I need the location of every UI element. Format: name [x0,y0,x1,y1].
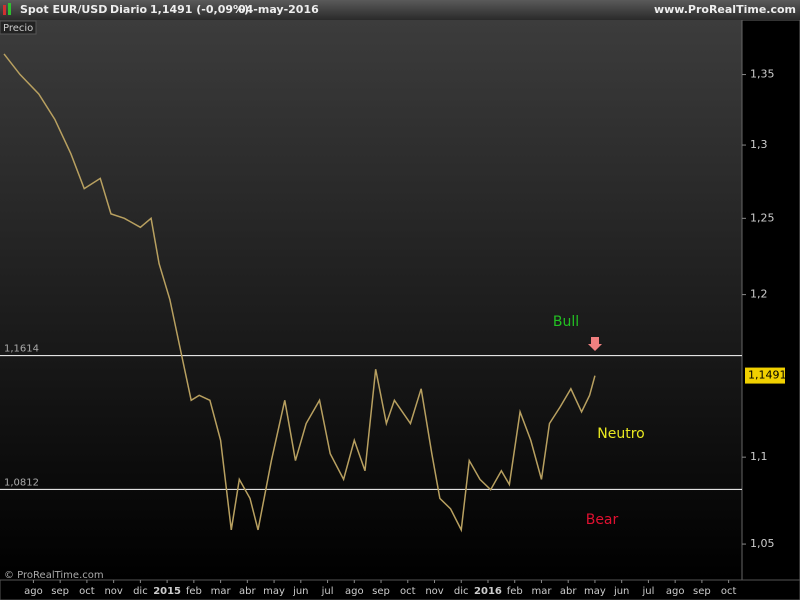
x-tick-label: feb [507,586,523,597]
icon [8,3,11,15]
x-tick-label: mar [211,586,232,597]
annotation: Bear [586,512,619,528]
level-label: 1,0812 [4,477,39,488]
header-bar [0,0,800,20]
panel-label-box [0,20,37,35]
y-tick-label: 1,3 [750,138,768,151]
y-tick-label: 1,25 [750,211,775,224]
x-tick-label: jul [321,586,334,597]
x-tick-label: may [584,586,606,597]
y-tick-label: 1,35 [750,68,775,81]
x-tick-label: sep [372,586,390,597]
x-tick-label: abr [560,586,577,597]
y-axis-panel [741,19,800,581]
x-tick-label: 2015 [153,586,181,597]
y-tick-label: 1,2 [750,288,768,301]
x-axis-panel [0,579,800,600]
last-price-label: 1,1491 [748,369,787,382]
icon [3,5,6,15]
x-tick-label: sep [51,586,69,597]
y-tick-label: 1,05 [750,537,775,550]
x-tick-label: mar [531,586,552,597]
x-tick-label: 2016 [474,586,502,597]
annotation: Bull [553,314,579,330]
x-tick-label: ago [345,586,364,597]
x-tick-label: ago [666,586,685,597]
change: 1,1491 (-0,09%) [150,3,249,16]
copyright: © ProRealTime.com [4,570,104,581]
x-tick-label: oct [79,586,95,597]
x-tick-label: abr [239,586,256,597]
x-tick-label: ago [24,586,43,597]
x-tick-label: jun [613,586,629,597]
arrow [588,337,602,351]
annotation: Neutro [597,426,644,442]
x-tick-label: sep [693,586,711,597]
x-tick-label: oct [400,586,416,597]
panel-label: Precio [3,23,33,34]
plot-background [0,20,742,580]
x-tick-label: may [263,586,285,597]
x-tick-label: dic [133,586,148,597]
x-tick-label: oct [721,586,737,597]
x-tick-label: nov [104,586,122,597]
x-tick-label: jul [641,586,654,597]
x-tick-label: nov [425,586,443,597]
price-line [3,53,596,533]
interval: Diario [110,3,148,16]
x-tick-label: feb [186,586,202,597]
x-tick-label: dic [454,586,469,597]
x-tick-label: jun [292,586,308,597]
level-label: 1,1614 [4,344,39,355]
title: Spot EUR/USD [20,3,107,16]
last-price-tag [745,367,785,384]
date: 04-may-2016 [238,3,319,16]
y-tick-label: 1,1 [750,450,768,463]
source: www.ProRealTime.com [654,3,796,16]
